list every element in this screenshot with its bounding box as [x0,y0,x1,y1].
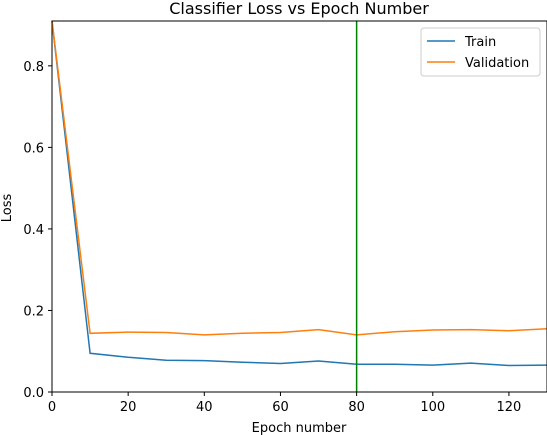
chart-title: Classifier Loss vs Epoch Number [169,0,429,18]
legend-box [420,27,541,77]
x-tick-label: 80 [348,400,365,415]
x-axis-title: Epoch number [252,421,347,435]
legend-label-validation: Validation [465,56,529,71]
legend-label-train: Train [464,35,496,50]
plot-frame [51,20,547,393]
y-axis-ticks: 0.0 0.2 0.4 0.6 0.8 [23,60,52,401]
x-axis-ticks: 0 20 40 60 80 100 120 [48,392,521,415]
x-tick-label: 20 [120,400,137,415]
x-tick-label: 100 [420,400,445,415]
x-tick-label: 40 [196,400,213,415]
plot-lines [51,20,547,367]
y-tick-label: 0.4 [23,223,44,238]
x-tick-label: 120 [497,400,522,415]
y-tick-label: 0.6 [23,141,44,156]
series-line-validation [51,20,547,336]
series-line-train [51,20,547,367]
x-tick-label: 60 [272,400,289,415]
legend: Train Validation [420,27,541,77]
y-axis-title: Loss [0,194,15,223]
x-tick-label: 0 [48,400,56,415]
y-tick-label: 0.0 [23,386,44,401]
y-tick-label: 0.2 [23,304,44,319]
y-tick-label: 0.8 [23,60,44,75]
